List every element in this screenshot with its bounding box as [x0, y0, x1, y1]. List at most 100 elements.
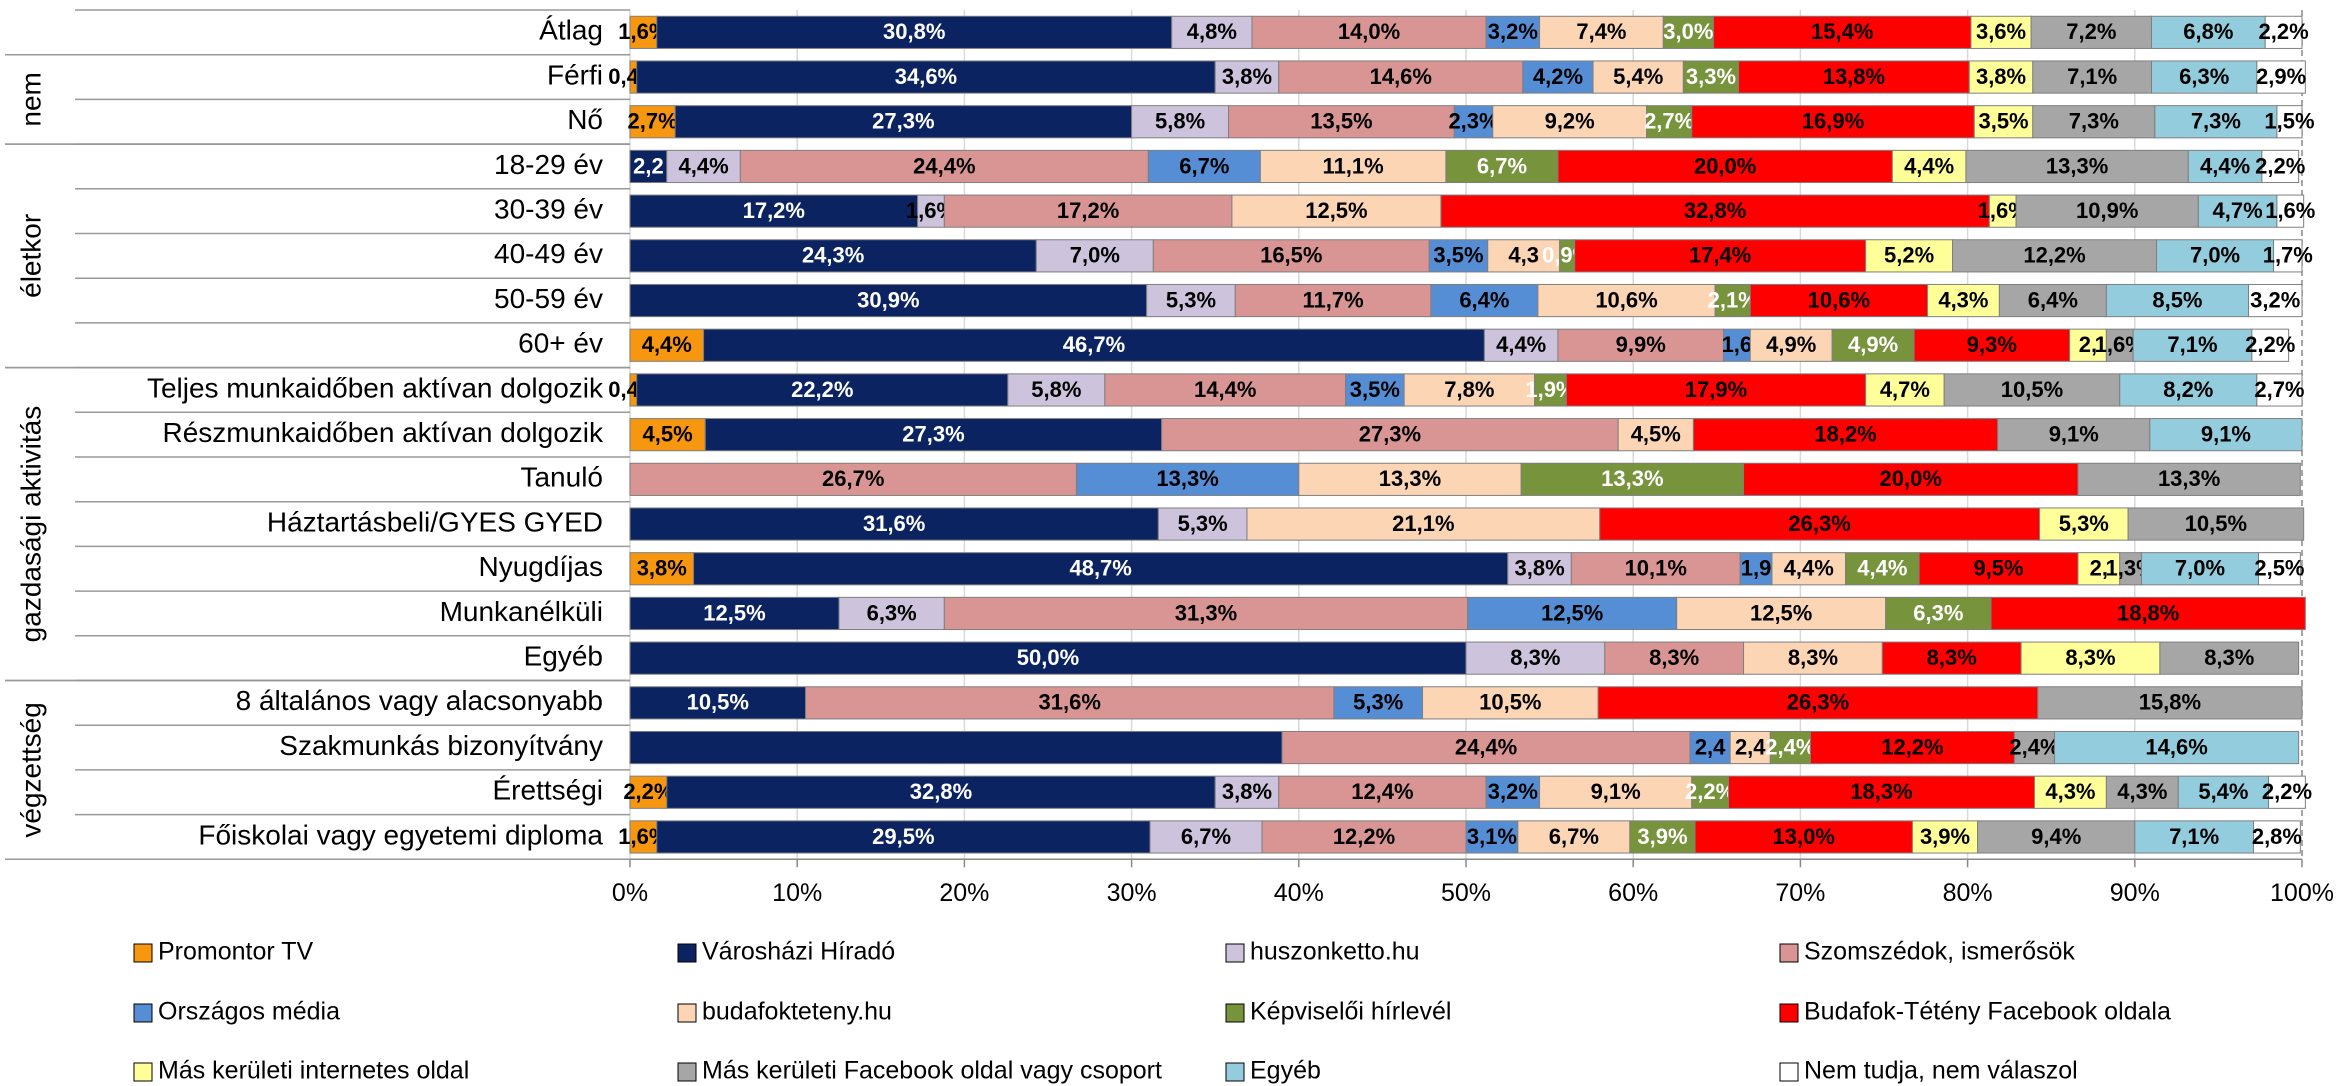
legend-swatch — [1225, 943, 1245, 963]
value-label: 4,3% — [1938, 287, 1988, 312]
bar-segment — [1617, 418, 1694, 452]
bar-segment — [1539, 15, 1664, 49]
bar-segment — [1104, 373, 1347, 407]
value-label: 2, — [2079, 332, 2097, 357]
value-label: 4,4% — [1857, 556, 1907, 581]
bar-segment — [2187, 149, 2263, 184]
value-label: 7,1% — [2167, 332, 2217, 357]
bar-segment — [1691, 775, 1730, 809]
group-label: végzettség — [15, 702, 46, 837]
bar-segment — [1676, 596, 1887, 631]
bar-segment — [1749, 328, 1833, 362]
value-label: 34,6% — [895, 64, 957, 89]
value-label: 24,4% — [913, 153, 975, 178]
bar-segment — [2132, 328, 2253, 362]
value-label: 48,7% — [1069, 556, 1131, 581]
bar-segment — [629, 775, 668, 809]
value-label: 1,6% — [2265, 198, 2315, 223]
bar-segment — [2030, 15, 2153, 49]
category-label: Részmunkaidőben aktívan dolgozik — [163, 417, 604, 448]
bar-segment — [1771, 552, 1847, 586]
value-label: 2,2 — [633, 153, 664, 178]
value-label: 8,3% — [1788, 645, 1838, 670]
value-label: 12,5% — [703, 600, 765, 625]
bar-segment — [1738, 60, 1970, 94]
value-label: 16,5% — [1260, 243, 1322, 268]
value-label: 10,5% — [2185, 511, 2247, 536]
bar-segment — [2020, 641, 2161, 675]
value-label: 4,4% — [1784, 556, 1834, 581]
bar-segment — [943, 596, 1469, 631]
value-label: 7,8% — [1444, 377, 1494, 402]
value-label: 13,3% — [2046, 153, 2108, 178]
value-label: 2,2% — [1685, 779, 1735, 804]
legend-swatch — [1779, 943, 1799, 963]
category-label: Tanuló — [520, 462, 603, 493]
value-label: 4,5% — [1631, 421, 1681, 446]
x-tick-label: 90% — [2110, 879, 2160, 907]
value-label: 4,3% — [2117, 779, 2167, 804]
x-tick-label: 60% — [1608, 879, 1658, 907]
value-label: 5,4% — [1613, 64, 1663, 89]
value-label: 11,7% — [1302, 287, 1363, 312]
value-label: 6,4% — [1459, 287, 1509, 312]
category-label: 18-29 év — [494, 149, 603, 180]
value-label: 2,4% — [1765, 734, 1815, 759]
value-label: 3,9% — [1920, 824, 1970, 849]
value-label: 8,3% — [2065, 645, 2115, 670]
category-label: Átlag — [539, 15, 603, 46]
value-label: 6,7% — [1549, 824, 1599, 849]
value-label: 27,3% — [902, 421, 964, 446]
bar-segment — [1973, 105, 2034, 139]
bar-segment — [629, 194, 919, 228]
value-label: 10,9% — [2076, 198, 2138, 223]
value-label: 9,1% — [1591, 779, 1641, 804]
bar-segment — [703, 328, 1485, 362]
value-label: 1,7% — [2263, 243, 2313, 268]
bar-segment — [1075, 462, 1300, 496]
bar-segment — [1574, 239, 1867, 273]
bar-segment — [1885, 596, 1992, 631]
bar-segment — [1691, 105, 1975, 139]
category-label: 60+ év — [518, 328, 603, 359]
legend-swatch — [677, 1003, 697, 1023]
value-label: 32,8% — [910, 779, 972, 804]
bar-segment — [2140, 552, 2260, 586]
value-label: 18,3% — [1850, 779, 1912, 804]
category-label: Főiskolai vagy egyetemi diploma — [198, 819, 603, 850]
bar-segment — [629, 552, 695, 586]
legend-swatch — [1225, 1003, 1245, 1023]
value-label: 26,7% — [822, 466, 884, 491]
value-label: 2,5% — [2254, 556, 2304, 581]
bar-segment — [1171, 15, 1253, 49]
bar-segment — [1539, 775, 1693, 809]
value-label: 27,3% — [872, 109, 934, 134]
bar-segment — [2273, 239, 2303, 273]
category-label: Nyugdíjas — [478, 551, 603, 582]
value-label: 2,7% — [627, 109, 677, 134]
bar-segment — [1465, 820, 1519, 854]
bar-segment — [1682, 60, 1740, 94]
category-label: Háztartásbeli/GYES GYED — [267, 506, 603, 537]
x-tick-label: 80% — [1943, 879, 1993, 907]
value-label: 8,3% — [1649, 645, 1699, 670]
bar-segment — [1729, 730, 1771, 765]
value-label: 3,1% — [1467, 824, 1517, 849]
bar-segment — [1769, 730, 1811, 765]
bar-segment — [1157, 507, 1248, 541]
value-label: 4,4% — [642, 332, 692, 357]
value-label: 3,8% — [1222, 779, 1272, 804]
value-label: 13,3% — [2158, 466, 2220, 491]
bar-segment — [629, 15, 658, 49]
bar-segment — [666, 149, 741, 184]
value-label: 4,4% — [1496, 332, 1546, 357]
value-label: 14,6% — [2145, 734, 2207, 759]
value-label: 12,2% — [1881, 734, 1943, 759]
value-label: 4,9% — [1848, 332, 1898, 357]
value-label: 18,8% — [2117, 600, 2179, 625]
value-label: 3,2% — [2250, 287, 2300, 312]
value-label: 31,6% — [1039, 690, 1101, 715]
value-label: 11,1% — [1323, 153, 1384, 178]
category-label: 50-59 év — [494, 283, 603, 314]
bar-segment — [1428, 239, 1489, 273]
